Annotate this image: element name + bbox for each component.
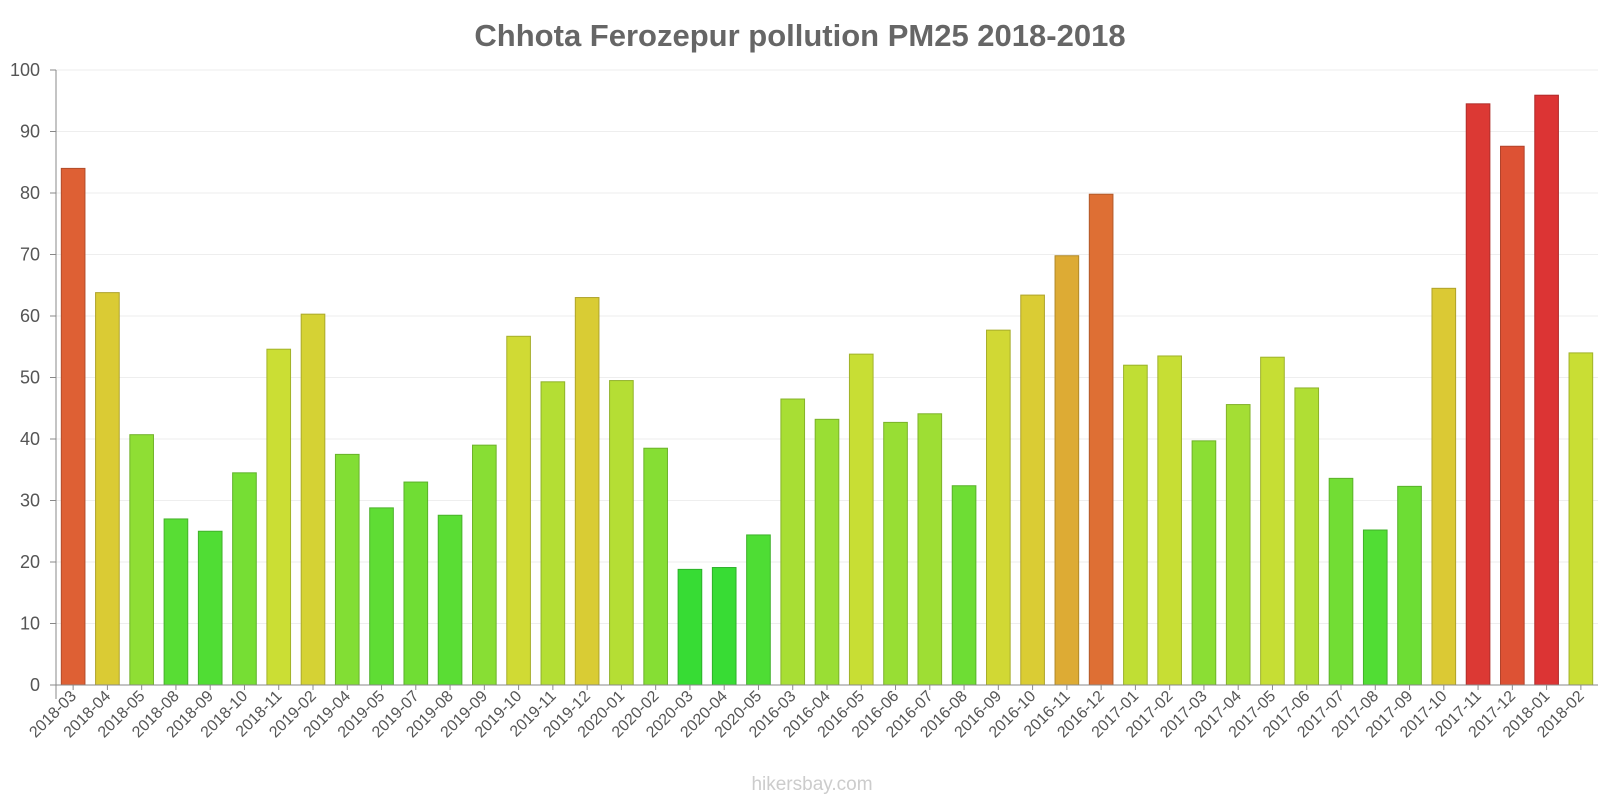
chart-title: Chhota Ferozepur pollution PM25 2018-201…	[474, 18, 1125, 53]
bar-2020-05	[746, 534, 771, 686]
bar-2017-03	[1191, 440, 1217, 686]
bar-2017-05	[1260, 356, 1285, 686]
bar-2017-02	[1157, 355, 1182, 686]
bar-2017-09	[1397, 485, 1422, 686]
y-tick-label: 80	[20, 183, 40, 203]
bar-2019-02	[300, 313, 326, 686]
bar-2016-11	[1054, 255, 1080, 686]
watermark: hikersbay.com	[751, 774, 872, 795]
y-tick-label: 100	[10, 60, 40, 80]
bar-2020-03	[677, 568, 703, 686]
bar-2017-10	[1431, 287, 1457, 686]
y-tick-label: 40	[20, 429, 40, 449]
bar-2016-12	[1088, 193, 1114, 686]
bar-2020-04	[711, 567, 737, 686]
bar-2017-08	[1362, 529, 1388, 686]
bar-2017-12	[1500, 145, 1525, 686]
bar-2019-05	[369, 507, 394, 686]
bar-2019-08	[437, 514, 463, 686]
bar-2018-02	[1568, 352, 1594, 686]
bar-2018-04	[95, 292, 120, 686]
y-tick-label: 90	[20, 122, 40, 142]
bar-2016-05	[848, 353, 874, 686]
bar-2017-07	[1328, 477, 1354, 686]
bar-2020-02	[643, 447, 668, 686]
bar-2016-10	[1020, 294, 1045, 686]
bar-2018-11	[266, 348, 292, 686]
bar-2016-07	[917, 413, 943, 686]
y-axis-ticks: 0 10 20 30 40 50 60 70 80 90 100	[10, 60, 56, 695]
bar-2018-08	[163, 518, 189, 686]
bar-2016-08	[951, 485, 977, 686]
bar-2017-01	[1123, 364, 1148, 686]
x-axis-ticks: 2018-032018-042018-052018-082018-092018-…	[26, 685, 1588, 741]
bar-2019-04	[334, 453, 360, 686]
bar-2019-12	[574, 297, 600, 686]
bars	[60, 94, 1594, 686]
y-tick-label: 30	[20, 491, 40, 511]
bar-2017-04	[1225, 404, 1251, 686]
bar-2019-07	[403, 481, 429, 686]
bar-2017-06	[1294, 387, 1320, 686]
bar-2020-01	[609, 380, 634, 686]
y-tick-label: 70	[20, 245, 40, 265]
y-tick-label: 50	[20, 368, 40, 388]
y-tick-label: 10	[20, 614, 40, 634]
bar-2019-10	[506, 335, 531, 686]
bar-2016-09	[986, 329, 1011, 686]
bar-2018-10	[232, 472, 257, 686]
bar-2016-06	[883, 421, 908, 686]
y-tick-label: 0	[30, 675, 40, 695]
bar-2019-09	[472, 444, 497, 686]
y-tick-label: 20	[20, 552, 40, 572]
bar-2018-03	[60, 167, 86, 686]
bar-2016-04	[814, 418, 840, 686]
bar-2018-09	[197, 530, 223, 686]
bar-2017-11	[1465, 103, 1491, 686]
bar-2016-03	[780, 398, 806, 686]
bar-2019-11	[540, 381, 566, 686]
bar-2018-01	[1534, 94, 1559, 686]
y-tick-label: 60	[20, 306, 40, 326]
bar-2018-05	[129, 434, 154, 686]
